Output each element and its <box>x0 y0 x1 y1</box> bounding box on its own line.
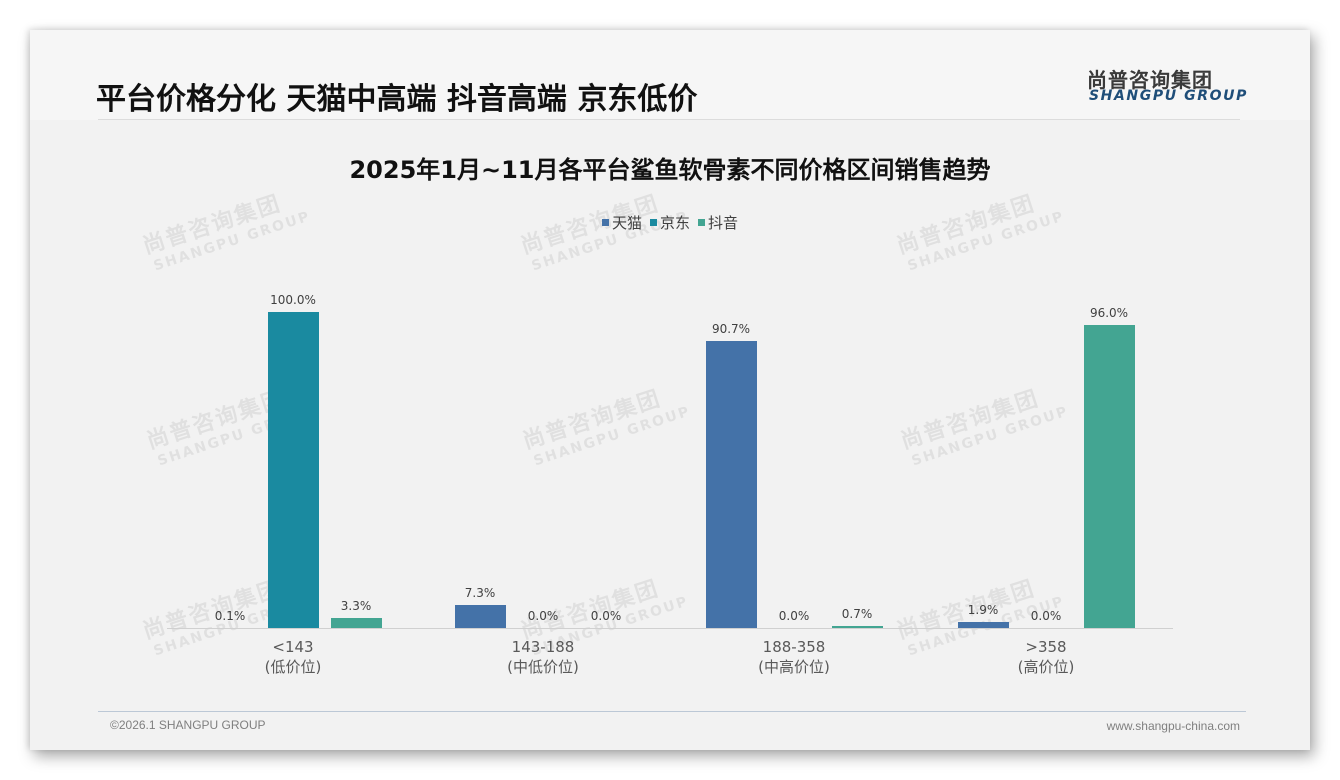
category-tier: (中高价位) <box>758 658 830 676</box>
bar-value-label: 0.0% <box>1030 609 1062 623</box>
bar-value-label: 96.0% <box>1089 306 1129 320</box>
bar-value-label: 0.7% <box>841 607 873 621</box>
bar-3-2 <box>1083 325 1135 628</box>
x-axis-category-label: >358 (高价位) <box>946 637 1146 677</box>
legend-swatch-icon <box>698 219 705 226</box>
bar-value-label: 0.0% <box>527 609 559 623</box>
logo-cn: 尚普咨询集团 <box>1087 68 1213 92</box>
chart-legend: 天猫 京东 抖音 <box>30 212 1310 233</box>
legend-label: 抖音 <box>708 214 739 232</box>
bar-value-label: 7.3% <box>464 586 496 600</box>
bar-value-label: 0.1% <box>214 609 246 623</box>
category-range: 188-358 <box>762 638 826 656</box>
legend-label: 京东 <box>659 214 690 232</box>
logo-en: SHANGPU GROUP <box>1089 88 1248 104</box>
slide: 平台价格分化 天猫中高端 抖音高端 京东低价 尚普咨询集团 SHANGPU GR… <box>30 30 1310 750</box>
x-axis-category-label: 143-188 (中低价位) <box>443 637 643 677</box>
bar-value-label: 3.3% <box>340 599 372 613</box>
legend-swatch-icon <box>649 219 657 226</box>
header-divider <box>98 119 1240 120</box>
bar-value-label: 1.9% <box>967 603 999 617</box>
x-axis-category-label: 188-358 (中高价位) <box>694 637 894 677</box>
bar-2-0 <box>705 341 757 628</box>
bar-1-0 <box>454 605 506 628</box>
x-axis-line <box>167 628 1173 629</box>
bar-value-label: 90.7% <box>711 322 751 336</box>
footer-divider <box>98 711 1246 712</box>
chart-title: 2025年1月~11月各平台鲨鱼软骨素不同价格区间销售趋势 <box>349 156 991 184</box>
bar-0-2 <box>330 618 382 628</box>
category-range: >358 <box>1025 638 1067 656</box>
category-range: <143 <box>272 638 314 656</box>
category-tier: (高价位) <box>1017 658 1075 676</box>
category-range: 143-188 <box>511 638 575 656</box>
footer-website: www.shangpu-china.com <box>1106 719 1240 733</box>
bar-0-1 <box>267 312 319 628</box>
bar-value-label: 0.0% <box>778 609 810 623</box>
legend-item: 京东 <box>649 212 690 233</box>
bar-value-label: 100.0% <box>270 293 316 307</box>
footer-copyright: ©2026.1 SHANGPU GROUP <box>110 718 266 732</box>
x-axis-category-label: <143 (低价位) <box>193 637 393 677</box>
bar-value-label: 0.0% <box>590 609 622 623</box>
legend-item: 抖音 <box>698 212 738 233</box>
category-tier: (低价位) <box>264 658 322 676</box>
header-band <box>30 30 1310 120</box>
legend-swatch-icon <box>601 219 609 226</box>
legend-item: 天猫 <box>601 212 642 233</box>
bar-3-0 <box>957 622 1009 628</box>
bar-2-2 <box>831 626 883 628</box>
category-tier: (中低价位) <box>507 658 579 676</box>
bar-chart-plot: 0.1% 100.0% 3.3% <143 (低价位) 7.3% 0.0% 0.0% 143-1… <box>30 30 1310 750</box>
legend-label: 天猫 <box>611 214 642 232</box>
page-title: 平台价格分化 天猫中高端 抖音高端 京东低价 <box>96 82 698 117</box>
